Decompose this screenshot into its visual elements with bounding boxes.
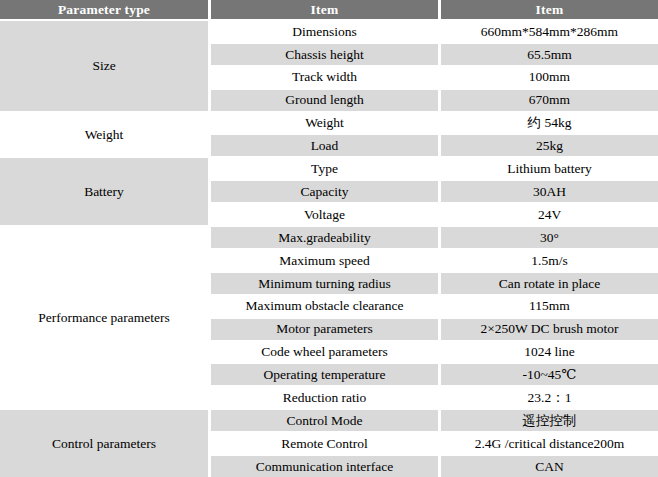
value-cell-ground-length: 670mm (441, 90, 658, 111)
value-cell-load: 25kg (441, 135, 658, 156)
item-cell-load: Load (211, 135, 438, 156)
item-cell-control-mode: Control Mode (211, 410, 438, 431)
value-cell-track-width: 100mm (441, 67, 658, 88)
item-cell-remote-control: Remote Control (211, 433, 438, 454)
item-cell-minimum-turning-radius: Minimum turning radius (211, 273, 438, 294)
value-cell-remote-control: 2.4G /critical distance200m (441, 433, 658, 454)
item-cell-operating-temperature: Operating temperature (211, 364, 438, 385)
value-cell-maximum-obstacle-clearance: 115mm (441, 296, 658, 317)
item-cell-maximum-obstacle-clearance: Maximum obstacle clearance (211, 296, 438, 317)
value-cell-type: Lithium battery (441, 158, 658, 179)
value-cell-voltage: 24V (441, 204, 658, 225)
item-cell-code-wheel-parameters: Code wheel parameters (211, 342, 438, 363)
value-cell-minimum-turning-radius: Can rotate in place (441, 273, 658, 294)
column-header-parameter-type: Parameter type (0, 0, 208, 19)
item-cell-motor-parameters: Motor parameters (211, 319, 438, 340)
item-cell-maximum-speed: Maximum speed (211, 250, 438, 271)
item-cell-ground-length: Ground length (211, 90, 438, 111)
value-cell-dimensions: 660mm*584mm*286mm (441, 21, 658, 42)
group-cell-weight: Weight (0, 113, 208, 157)
value-cell-communication-interface: CAN (441, 456, 658, 477)
value-cell-weight: 约 54kg (441, 113, 658, 134)
value-cell-reduction-ratio: 23.2：1 (441, 387, 658, 408)
value-cell-code-wheel-parameters: 1024 line (441, 342, 658, 363)
specification-table: Parameter type Item Item Size Weight Bat… (0, 0, 658, 477)
item-cell-capacity: Capacity (211, 181, 438, 202)
value-cell-motor-parameters: 2×250W DC brush motor (441, 319, 658, 340)
item-cell-dimensions: Dimensions (211, 21, 438, 42)
value-cell-chassis-height: 65.5mm (441, 44, 658, 65)
item-cell-communication-interface: Communication interface (211, 456, 438, 477)
value-cell-capacity: 30AH (441, 181, 658, 202)
group-cell-size: Size (0, 21, 208, 111)
value-cell-maximum-speed: 1.5m/s (441, 250, 658, 271)
item-cell-max-gradeability: Max.gradeability (211, 227, 438, 248)
item-cell-type: Type (211, 158, 438, 179)
column-header-item-2: Item (441, 0, 658, 19)
item-cell-reduction-ratio: Reduction ratio (211, 387, 438, 408)
value-cell-max-gradeability: 30° (441, 227, 658, 248)
item-cell-voltage: Voltage (211, 204, 438, 225)
group-cell-control-parameters: Control parameters (0, 410, 208, 477)
group-cell-performance-parameters: Performance parameters (0, 227, 208, 408)
item-cell-track-width: Track width (211, 67, 438, 88)
group-cell-battery: Battery (0, 158, 208, 225)
item-cell-weight: Weight (211, 113, 438, 134)
column-header-item-1: Item (211, 0, 438, 19)
value-cell-control-mode: 遥控控制 (441, 410, 658, 431)
value-cell-operating-temperature: -10~45℃ (441, 364, 658, 385)
item-cell-chassis-height: Chassis height (211, 44, 438, 65)
